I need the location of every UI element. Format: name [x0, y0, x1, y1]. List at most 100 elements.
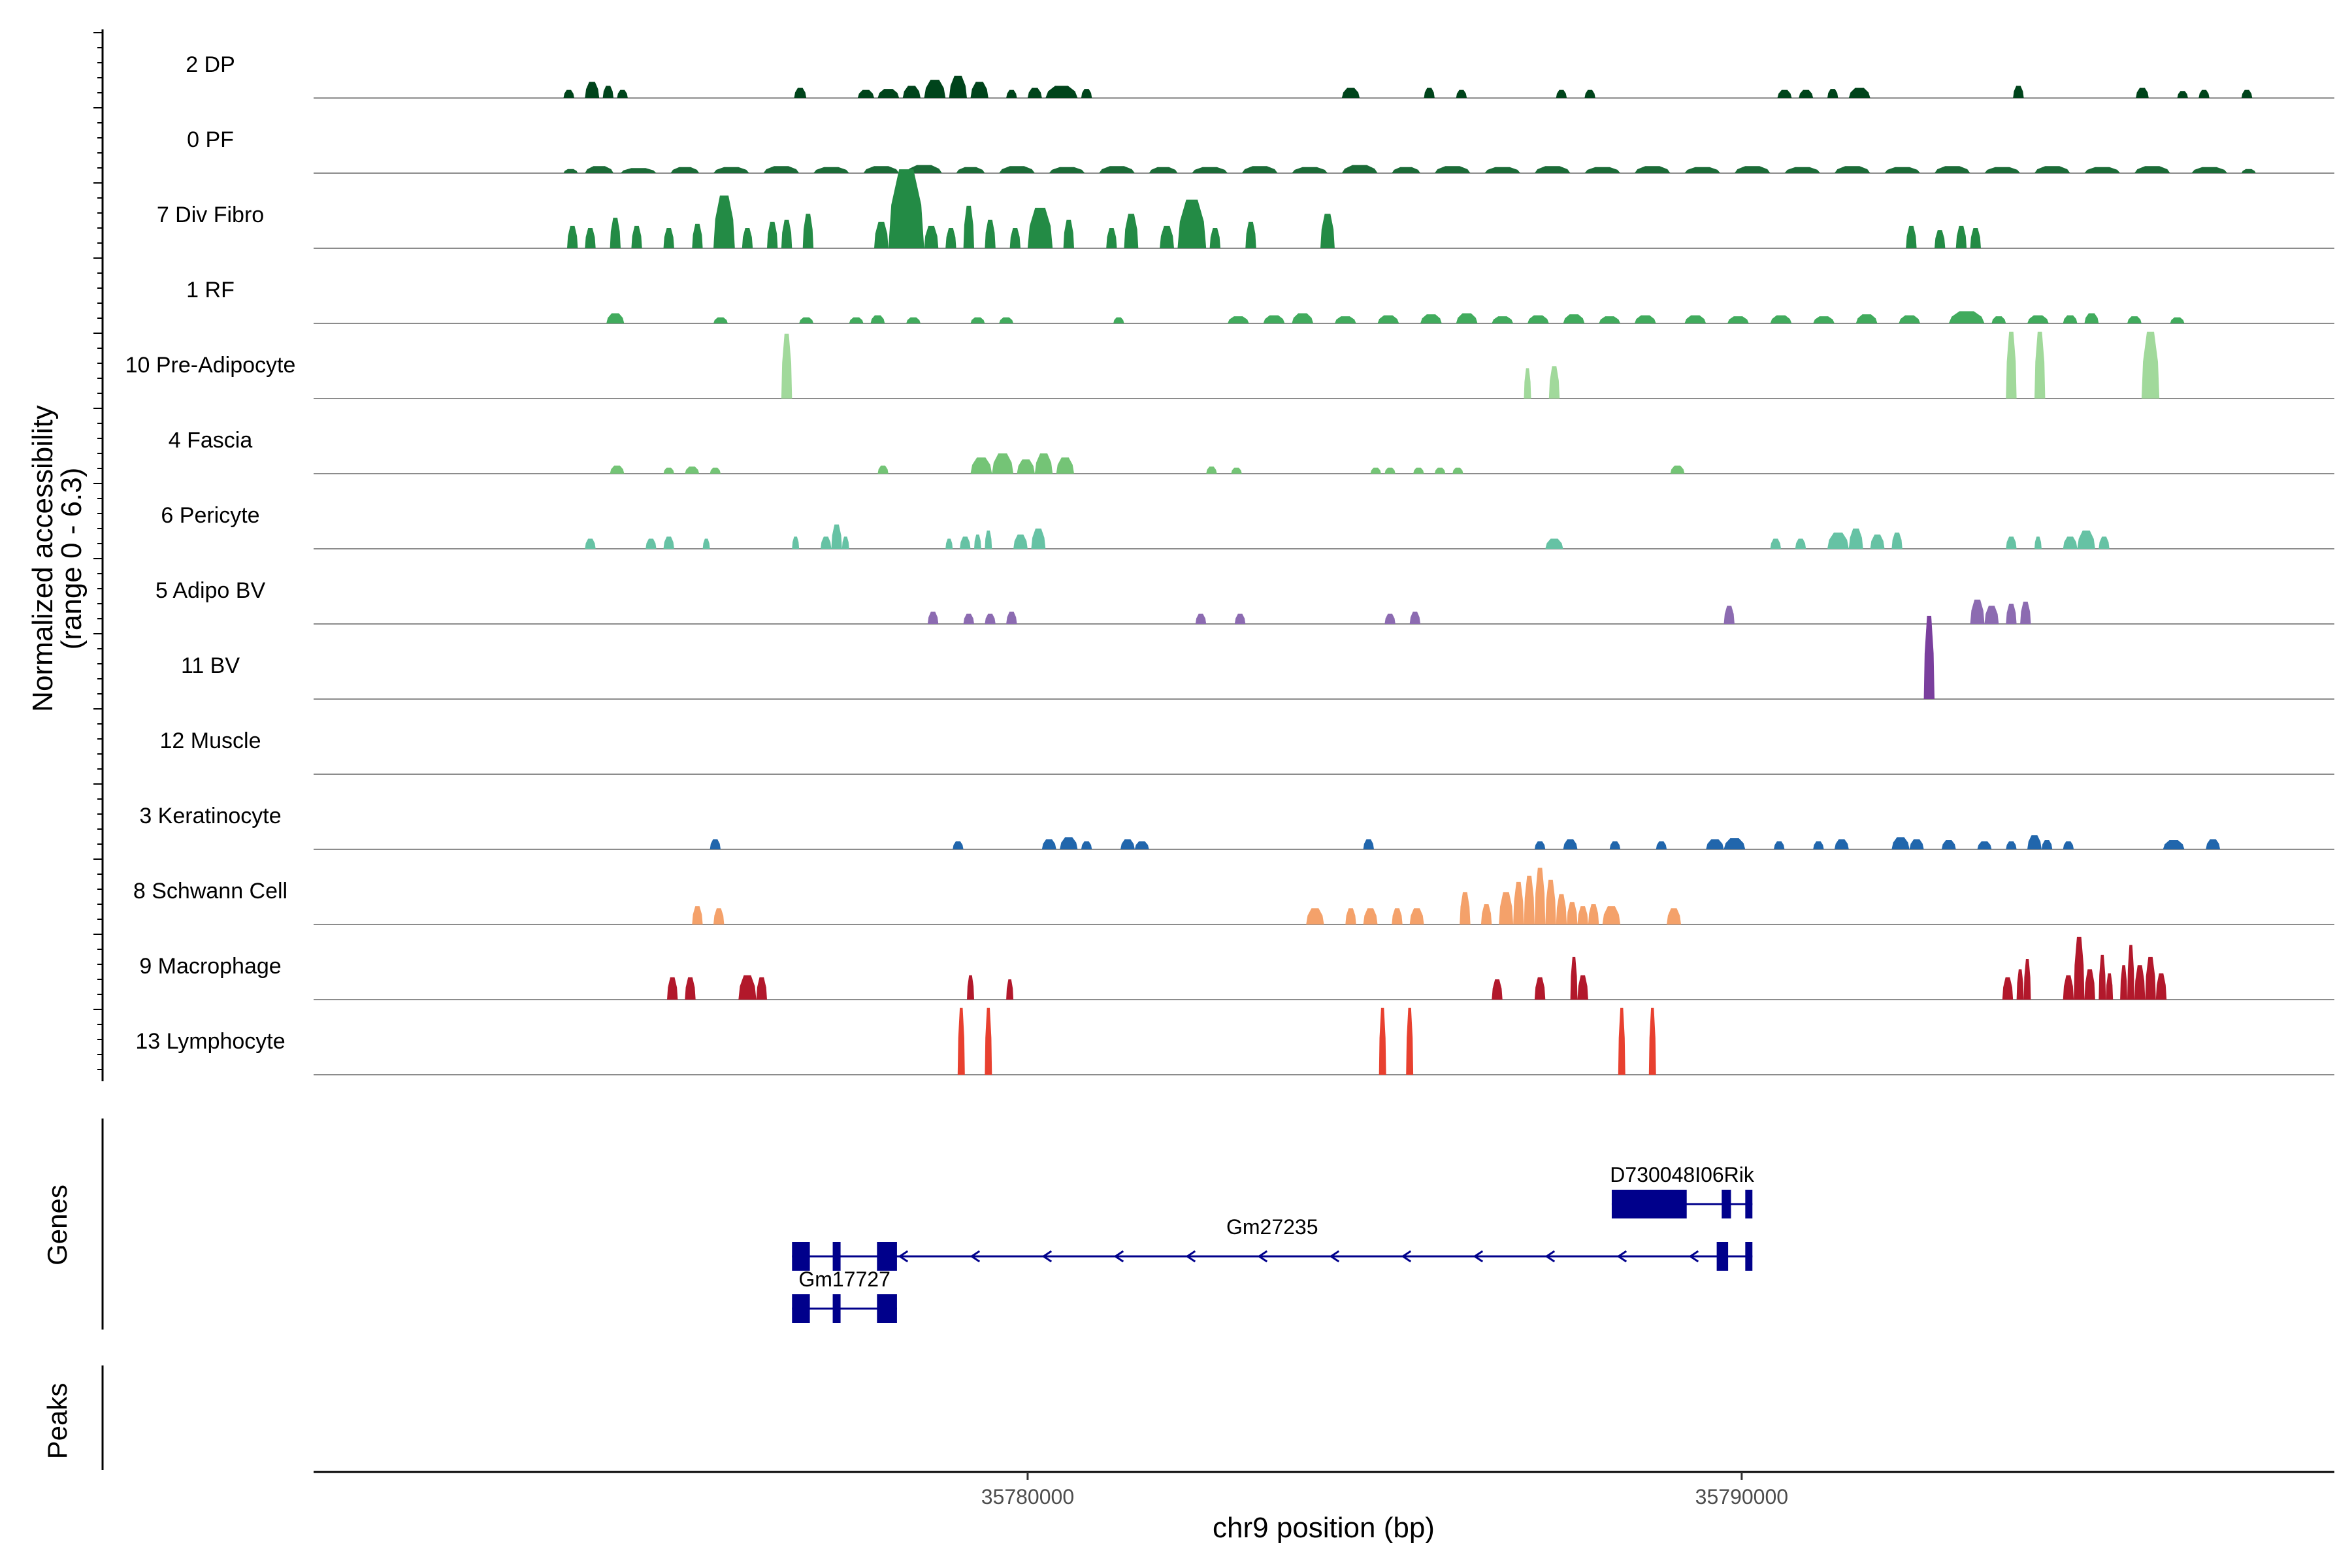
- coverage-peak: [606, 313, 625, 323]
- coverage-peak: [1424, 88, 1435, 98]
- coverage-peak: [2006, 331, 2017, 399]
- coverage-peak: [1906, 225, 1917, 248]
- gene-exon: [877, 1294, 897, 1323]
- coverage-peak: [1027, 88, 1042, 98]
- track-label: 10 Pre-Adipocyte: [125, 353, 296, 378]
- coverage-peak: [1113, 317, 1124, 323]
- genes-panel-title: Genes: [42, 1184, 73, 1266]
- coverage-peak: [957, 1007, 965, 1075]
- coverage-peak: [692, 906, 703, 924]
- strand-arrow: [1616, 1250, 1627, 1263]
- coverage-peak: [1341, 88, 1360, 98]
- coverage-peak: [1041, 839, 1056, 849]
- coverage-peak: [1813, 316, 1835, 323]
- coverage-peak: [2141, 331, 2160, 399]
- coverage-peak: [621, 168, 657, 173]
- coverage-peak: [877, 89, 900, 98]
- coverage-peak: [1534, 166, 1571, 173]
- track-label: 0 PF: [187, 127, 234, 152]
- coverage-peak: [2177, 91, 2188, 98]
- coverage-peak: [1891, 837, 1910, 849]
- coverage-peak: [1134, 841, 1149, 849]
- coverage-peak: [781, 220, 792, 248]
- coverage-peak: [1231, 467, 1242, 474]
- coverage-peak: [756, 977, 767, 1000]
- coverage-peak: [2127, 316, 2142, 323]
- gene-exon: [832, 1294, 841, 1323]
- coverage-peak: [1977, 841, 1992, 849]
- coverage-peak: [1124, 214, 1139, 248]
- coverage-peak: [1006, 979, 1014, 1000]
- coverage-peak: [2002, 977, 2014, 1000]
- track-12-muscle: 12 Muscle: [160, 728, 2334, 775]
- gene-annotations: D730048I06Rik Gm27235 Gm17727: [792, 1163, 1755, 1323]
- coverage-peak: [710, 839, 721, 849]
- track-2-dp: 2 DP: [186, 52, 2334, 99]
- coverage-peak: [1984, 606, 1999, 624]
- coverage-peak: [1584, 167, 1621, 173]
- coverage-peak: [1970, 599, 1985, 624]
- coverage-peak: [1234, 613, 1246, 624]
- coverage-peak: [1577, 906, 1588, 924]
- coverage-peak: [799, 317, 814, 323]
- coverage-peak: [1618, 1007, 1625, 1075]
- track-label: 2 DP: [186, 52, 235, 77]
- coverage-peak: [602, 86, 613, 98]
- coverage-peak: [1434, 467, 1446, 474]
- coverage-peak: [927, 612, 939, 624]
- coverage-peak: [1099, 166, 1135, 173]
- coverage-peak: [945, 538, 953, 549]
- coverage-peak: [2013, 86, 2024, 98]
- coverage-peak: [1392, 908, 1403, 924]
- coverage-peak: [2120, 965, 2127, 1000]
- coverage-peak: [924, 80, 946, 98]
- coverage-peak: [1452, 467, 1463, 474]
- gene-exon: [792, 1294, 810, 1323]
- coverage-peak: [1870, 534, 1885, 549]
- coverage-peak: [1935, 230, 1946, 248]
- coverage-peak: [610, 465, 625, 474]
- coverage-peak: [2084, 167, 2121, 173]
- coverage-peak: [1177, 199, 1207, 248]
- coverage-peak: [970, 457, 992, 474]
- coverage-peak: [992, 453, 1014, 474]
- coverage-peak: [1049, 167, 1085, 173]
- track-label: 5 Adipo BV: [155, 578, 266, 603]
- coverage-peak: [663, 467, 674, 474]
- coverage-peak: [794, 88, 807, 98]
- coverage-peak: [1209, 228, 1220, 248]
- track-9-macrophage: 9 Macrophage: [139, 936, 2334, 1000]
- y-axis-ticks: [93, 32, 103, 1070]
- track-4-fascia: 4 Fascia: [169, 428, 2334, 474]
- coverage-peak: [1009, 228, 1021, 248]
- coverage-peak: [985, 613, 996, 624]
- coverage-peak: [888, 169, 924, 248]
- coverage-peak: [802, 214, 814, 248]
- coverage-peak: [1245, 221, 1256, 248]
- coverage-peak: [1734, 166, 1771, 173]
- coverage-peak: [1556, 90, 1567, 98]
- coverage-peak: [1545, 879, 1556, 924]
- coverage-peak: [1306, 908, 1324, 924]
- coverage-peak: [813, 167, 849, 173]
- coverage-peak: [1524, 875, 1535, 924]
- coverage-peak: [857, 90, 874, 98]
- coverage-peak: [2063, 975, 2074, 1000]
- coverage-peak: [1855, 314, 1878, 323]
- coverage-peak: [945, 228, 956, 248]
- coverage-peak: [1434, 166, 1471, 173]
- strand-arrow: [1257, 1250, 1268, 1263]
- coverage-peak: [567, 225, 578, 248]
- coverage-peak: [924, 225, 939, 248]
- gene-gm17727: Gm17727: [792, 1267, 897, 1323]
- coverage-peak: [1006, 612, 1017, 624]
- coverage-peak: [1334, 316, 1356, 323]
- coverage-peak: [1634, 166, 1671, 173]
- coverage-peak: [1899, 315, 1921, 323]
- track-10-pre-adipocyte: 10 Pre-Adipocyte: [125, 331, 2334, 399]
- coverage-peak: [1834, 166, 1870, 173]
- coverage-peak: [1609, 841, 1621, 849]
- coverage-peak: [1827, 532, 1849, 549]
- coverage-peak: [841, 536, 849, 549]
- strand-arrow: [1113, 1250, 1124, 1263]
